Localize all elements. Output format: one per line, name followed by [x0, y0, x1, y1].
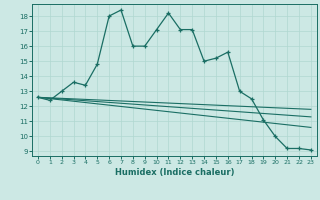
X-axis label: Humidex (Indice chaleur): Humidex (Indice chaleur) [115, 168, 234, 177]
